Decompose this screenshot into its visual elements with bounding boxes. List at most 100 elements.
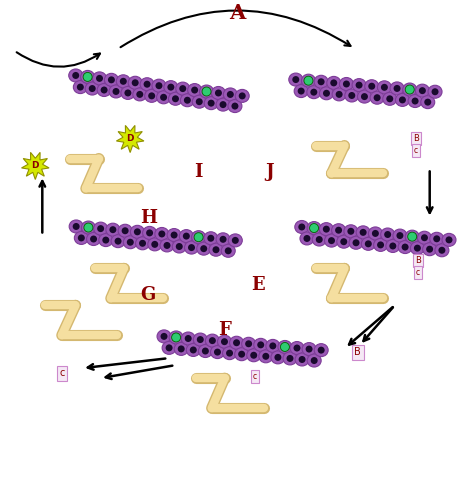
Ellipse shape [81, 71, 95, 83]
Ellipse shape [121, 86, 135, 99]
Ellipse shape [247, 349, 261, 362]
Circle shape [191, 86, 198, 93]
Ellipse shape [156, 91, 171, 104]
Circle shape [84, 223, 93, 232]
Circle shape [219, 101, 227, 108]
Ellipse shape [210, 346, 225, 359]
Ellipse shape [374, 239, 388, 251]
Circle shape [108, 77, 115, 83]
Circle shape [306, 346, 312, 353]
Circle shape [78, 235, 85, 242]
Circle shape [405, 85, 414, 94]
Ellipse shape [259, 350, 273, 363]
Ellipse shape [430, 232, 444, 246]
Ellipse shape [332, 88, 346, 101]
Ellipse shape [133, 88, 147, 101]
Ellipse shape [204, 97, 218, 110]
Circle shape [188, 244, 195, 251]
Ellipse shape [228, 234, 242, 247]
Circle shape [231, 103, 238, 110]
Ellipse shape [289, 73, 303, 86]
Circle shape [238, 351, 245, 358]
Ellipse shape [383, 92, 397, 105]
Ellipse shape [211, 86, 226, 99]
Circle shape [232, 237, 239, 244]
Circle shape [262, 353, 269, 360]
Circle shape [335, 227, 342, 234]
Circle shape [372, 230, 379, 237]
Circle shape [72, 72, 79, 79]
Circle shape [134, 228, 141, 235]
Circle shape [89, 85, 96, 92]
Ellipse shape [319, 87, 334, 100]
Circle shape [299, 356, 306, 363]
Ellipse shape [410, 242, 424, 254]
Circle shape [124, 89, 131, 96]
Circle shape [164, 242, 171, 249]
Circle shape [361, 93, 368, 100]
Ellipse shape [155, 227, 169, 241]
Ellipse shape [92, 72, 107, 85]
Ellipse shape [339, 78, 354, 90]
Circle shape [336, 91, 343, 98]
Ellipse shape [319, 223, 333, 236]
Ellipse shape [344, 225, 358, 238]
Circle shape [172, 333, 181, 342]
Ellipse shape [181, 332, 195, 345]
Circle shape [356, 82, 363, 88]
Ellipse shape [104, 73, 118, 86]
Circle shape [438, 247, 446, 254]
Circle shape [310, 224, 319, 233]
Ellipse shape [174, 342, 188, 355]
Circle shape [360, 229, 366, 236]
Circle shape [160, 94, 167, 101]
Ellipse shape [168, 92, 182, 105]
Ellipse shape [199, 344, 212, 358]
Circle shape [365, 241, 372, 247]
Circle shape [310, 225, 318, 232]
Circle shape [328, 237, 335, 244]
Ellipse shape [428, 85, 442, 98]
Ellipse shape [408, 94, 422, 108]
Circle shape [122, 227, 128, 234]
Circle shape [340, 238, 347, 245]
Circle shape [185, 335, 191, 342]
Ellipse shape [193, 333, 207, 346]
Ellipse shape [123, 236, 137, 248]
Circle shape [396, 232, 403, 239]
Ellipse shape [94, 222, 108, 235]
Ellipse shape [301, 74, 315, 87]
Circle shape [139, 240, 146, 247]
Ellipse shape [405, 230, 419, 243]
Ellipse shape [295, 353, 309, 366]
Circle shape [245, 340, 252, 347]
Circle shape [286, 355, 293, 362]
Circle shape [132, 79, 139, 86]
Ellipse shape [164, 81, 178, 94]
Ellipse shape [200, 85, 213, 98]
Ellipse shape [368, 227, 383, 240]
Circle shape [167, 83, 174, 90]
Ellipse shape [74, 232, 88, 245]
Ellipse shape [179, 230, 193, 243]
Circle shape [137, 91, 143, 98]
Circle shape [281, 342, 290, 351]
Ellipse shape [228, 100, 242, 113]
Text: c: c [414, 146, 418, 155]
Ellipse shape [197, 242, 211, 255]
Circle shape [310, 88, 317, 96]
Text: D: D [127, 134, 134, 143]
Ellipse shape [393, 229, 407, 242]
Ellipse shape [188, 83, 201, 96]
Circle shape [226, 350, 233, 357]
Ellipse shape [370, 91, 384, 104]
Ellipse shape [300, 232, 314, 245]
Polygon shape [117, 125, 144, 153]
Ellipse shape [172, 240, 186, 253]
Circle shape [165, 344, 173, 351]
Circle shape [176, 243, 183, 250]
Circle shape [151, 241, 158, 248]
Circle shape [184, 97, 191, 104]
Circle shape [209, 337, 216, 344]
Ellipse shape [205, 334, 219, 347]
